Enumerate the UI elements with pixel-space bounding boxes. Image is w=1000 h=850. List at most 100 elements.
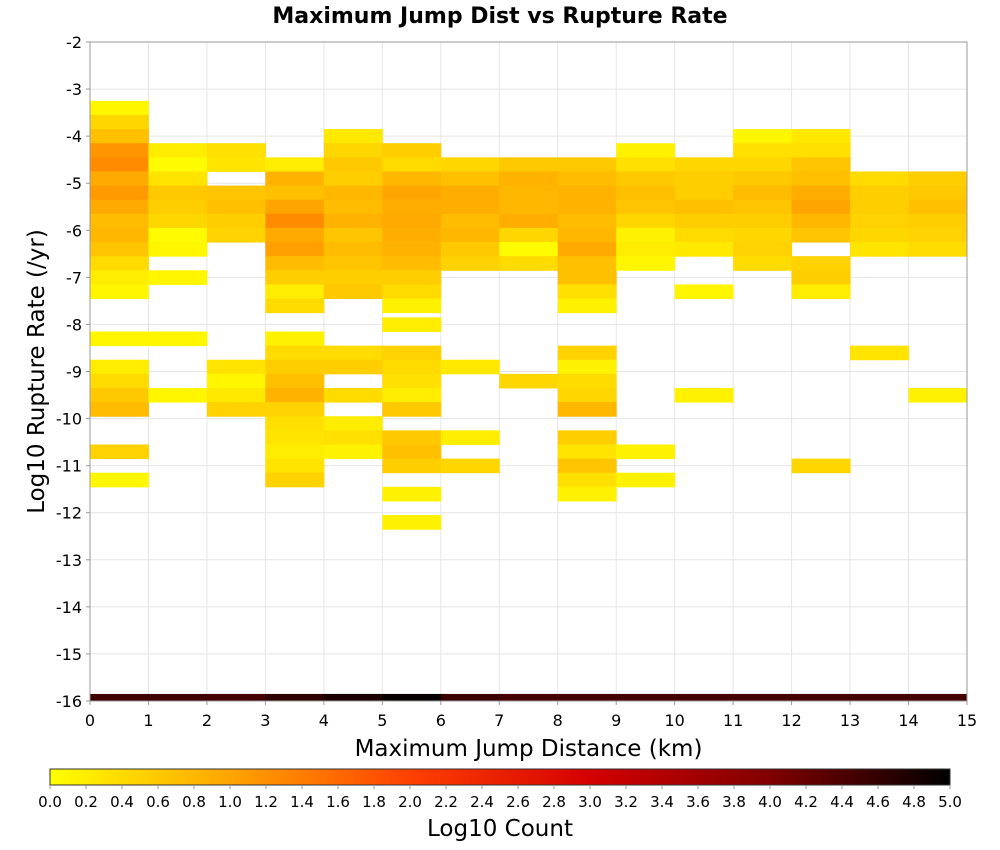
- heatmap-cell: [733, 213, 793, 229]
- heatmap-cell: [908, 693, 968, 701]
- y-tick-label: -15: [56, 645, 82, 664]
- heatmap-cell: [440, 199, 500, 215]
- heatmap-cell: [265, 227, 325, 243]
- heatmap-cell: [499, 171, 559, 187]
- heatmap-cell: [90, 331, 149, 347]
- heatmap-cell: [850, 199, 910, 215]
- heatmap-cell: [265, 387, 325, 403]
- heatmap-cell: [557, 444, 617, 460]
- heatmap-cell: [148, 213, 208, 229]
- heatmap-cell: [674, 242, 734, 257]
- heatmap-cell: [90, 402, 149, 417]
- heatmap-cell: [382, 185, 442, 201]
- colorbar-tick-label: 2.0: [398, 793, 422, 811]
- heatmap-cell: [557, 458, 617, 474]
- heatmap-cell: [382, 317, 442, 332]
- heatmap-cell: [323, 345, 383, 361]
- y-tick-label: -16: [56, 692, 82, 711]
- heatmap-cell: [90, 114, 149, 130]
- heatmap-cell: [265, 373, 325, 389]
- heatmap-cell: [557, 345, 617, 361]
- heatmap-cell: [206, 199, 266, 215]
- heatmap-cell: [616, 143, 676, 158]
- heatmap-cell: [908, 199, 968, 215]
- heatmap-cell: [382, 298, 442, 314]
- heatmap-cell: [382, 373, 442, 389]
- y-tick-label: -11: [56, 457, 82, 476]
- x-tick-label: 7: [494, 711, 504, 730]
- heatmap-cell: [557, 693, 617, 701]
- heatmap-cell: [148, 331, 208, 347]
- x-tick-label: 12: [781, 711, 801, 730]
- heatmap-cell: [382, 444, 442, 460]
- x-tick-label: 9: [611, 711, 621, 730]
- heatmap-cell: [557, 227, 617, 243]
- colorbar-tick-label: 3.4: [650, 793, 674, 811]
- heatmap-cell: [791, 199, 851, 215]
- colorbar-tick-label: 2.6: [506, 793, 530, 811]
- heatmap-cell: [323, 430, 383, 445]
- colorbar-tick-label: 4.6: [866, 793, 890, 811]
- heatmap-cell: [733, 185, 793, 201]
- heatmap-cell: [616, 227, 676, 243]
- heatmap-cell: [733, 157, 793, 172]
- y-tick-label: -3: [66, 80, 82, 99]
- heatmap-cell: [265, 213, 325, 229]
- heatmap-cell: [90, 472, 149, 488]
- heatmap-cell: [499, 242, 559, 257]
- colorbar-tick-label: 0.8: [182, 793, 206, 811]
- heatmap-cell: [674, 213, 734, 229]
- heatmap-cell: [557, 171, 617, 187]
- x-tick-label: 6: [436, 711, 446, 730]
- heatmap-cell: [90, 171, 149, 187]
- heatmap-cell: [382, 143, 442, 158]
- heatmap-cell: [440, 256, 500, 271]
- heatmap-cell: [557, 402, 617, 417]
- heatmap-cell: [382, 270, 442, 285]
- heatmap-cell: [557, 373, 617, 389]
- heatmap-cell: [674, 693, 734, 701]
- heatmap-cell: [674, 171, 734, 187]
- colorbar-ticks: 0.0 0.2 0.4 0.6 0.8 1.0 1.2 1.4 1.6 1.8 2.0 2.2 2.4 2…: [38, 785, 962, 811]
- colorbar-label: Log10 Count: [427, 816, 573, 842]
- heatmap-cell: [616, 444, 676, 460]
- heatmap-cell: [908, 185, 968, 201]
- heatmap-cell: [557, 157, 617, 172]
- heatmap-cell: [791, 157, 851, 172]
- heatmap-cell: [90, 185, 149, 201]
- heatmap-cell: [265, 359, 325, 375]
- heatmap-cell: [148, 185, 208, 201]
- heatmap-cell: [382, 693, 442, 701]
- heatmap-cell: [674, 185, 734, 201]
- heatmap-cell: [265, 430, 325, 445]
- heatmap-cell: [265, 693, 325, 701]
- heatmap-cell: [382, 284, 442, 300]
- colorbar-tick-label: 1.0: [218, 793, 242, 811]
- heatmap-cell: [206, 373, 266, 389]
- heatmap-cell: [616, 213, 676, 229]
- heatmap-cell: [733, 242, 793, 257]
- y-tick-label: -6: [66, 221, 82, 240]
- x-tick-label: 11: [723, 711, 743, 730]
- heatmap-cell: [265, 345, 325, 361]
- heatmap-cell: [616, 256, 676, 271]
- heatmap-cell: [206, 213, 266, 229]
- heatmap-cell: [90, 693, 149, 701]
- heatmap-cell: [265, 284, 325, 300]
- heatmap-cell: [557, 387, 617, 403]
- heatmap-cell: [440, 693, 500, 701]
- heatmap-cell: [382, 486, 442, 502]
- x-tick-label: 14: [898, 711, 918, 730]
- heatmap-cell: [733, 129, 793, 144]
- heatmap-cell: [499, 227, 559, 243]
- heatmap-cell: [148, 387, 208, 403]
- heatmap-cell: [90, 270, 149, 285]
- heatmap-cell: [499, 213, 559, 229]
- heatmap-cell: [616, 472, 676, 488]
- heatmap-cell: [90, 227, 149, 243]
- heatmap-cell: [791, 693, 851, 701]
- colorbar: [49, 768, 951, 786]
- y-tick-label: -8: [66, 315, 82, 334]
- heatmap-cell: [90, 444, 149, 460]
- heatmap-cell: [674, 199, 734, 215]
